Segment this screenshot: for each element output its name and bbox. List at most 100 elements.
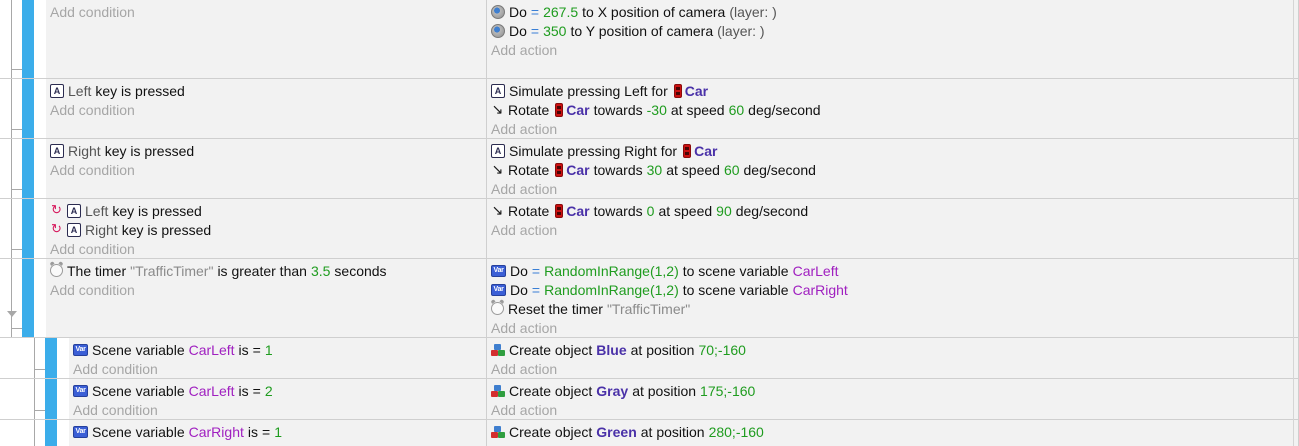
add-condition-placeholder[interactable]: Add condition <box>50 281 135 298</box>
actions-column[interactable]: Create object Gray at position 175;-160 Add … <box>487 379 1299 419</box>
conditions-column[interactable]: Var Scene variable CarLeft is = 2 Add conditio… <box>69 379 487 419</box>
add-condition-placeholder[interactable]: Add condition <box>73 360 158 377</box>
event-row[interactable]: A Left key is pressed Add condition A Simulat… <box>0 79 1299 139</box>
add-action-placeholder[interactable]: Add action <box>491 401 558 418</box>
token: at position <box>640 423 705 440</box>
event-selection-bar[interactable] <box>22 259 34 337</box>
actions-column[interactable]: ↘ Rotate Car towards 0 at speed 90 deg/second Ad… <box>487 199 1299 258</box>
condition-row[interactable]: Var Scene variable CarRight is = 1 <box>69 422 486 441</box>
add-condition-placeholder[interactable]: Add condition <box>73 401 158 418</box>
add-condition-placeholder[interactable]: Add condition <box>69 441 486 446</box>
add-action-placeholder[interactable]: Add action <box>491 120 558 137</box>
conditions-column[interactable]: ↻ A Left key is pressed ↻ A Right key is presse… <box>46 199 487 258</box>
event-selection-bar[interactable] <box>45 338 57 378</box>
action-row[interactable]: Reset the timer "TrafficTimer" <box>487 299 1298 318</box>
event-selection-bar[interactable] <box>22 79 34 138</box>
event-row[interactable]: A Right key is pressed Add condition A Simula… <box>0 139 1299 199</box>
event-selection-bar[interactable] <box>22 199 34 258</box>
action-row[interactable]: Var Do = RandomInRange(1,2) to scene variabl… <box>487 280 1298 299</box>
create-object-icon <box>491 343 505 356</box>
event-gutter <box>0 338 69 378</box>
action-row[interactable]: Create object Gray at position 175;-160 <box>487 381 1298 400</box>
token: Rotate <box>508 101 550 118</box>
action-row[interactable]: ↘ Rotate Car towards -30 at speed 60 deg/second <box>487 100 1298 119</box>
actions-column[interactable]: A Simulate pressing Left for Car ↘ Rotate Car… <box>487 79 1299 138</box>
tree-line-vertical <box>11 139 12 198</box>
action-row[interactable]: ↘ Rotate Car towards 30 at speed 60 deg/second <box>487 160 1298 179</box>
add-action-placeholder[interactable]: Add action <box>491 360 558 377</box>
event-row[interactable]: Var Scene variable CarLeft is = 1 Add conditio… <box>0 338 1299 379</box>
action-row[interactable]: Create object Blue at position 70;-160 <box>487 340 1298 359</box>
token: Scene variable <box>92 423 185 440</box>
token: 350 <box>543 22 567 39</box>
add-condition-placeholder[interactable]: Add condition <box>50 101 135 118</box>
event-selection-bar[interactable] <box>22 139 34 198</box>
scene-variable-icon: Var <box>73 425 88 438</box>
add-action-placeholder[interactable]: Add action <box>491 180 558 197</box>
token: 1 <box>264 341 273 358</box>
action-row[interactable]: A Simulate pressing Left for Car <box>487 81 1298 100</box>
add-action-placeholder[interactable]: Add action <box>491 41 558 58</box>
tree-line-horizontal <box>11 189 22 190</box>
condition-row[interactable]: Var Scene variable CarLeft is = 2 <box>69 381 486 400</box>
event-row[interactable]: ↻ A Left key is pressed ↻ A Right key is presse… <box>0 199 1299 259</box>
token: Rotate <box>508 161 550 178</box>
token: 60 <box>728 101 745 118</box>
condition-row[interactable]: A Left key is pressed <box>46 81 486 100</box>
add-action-placeholder[interactable]: Add action <box>487 441 1298 446</box>
condition-row[interactable]: ↻ A Right key is pressed <box>46 220 486 239</box>
action-row[interactable]: Do = 350 to Y position of camera (layer: ) <box>487 21 1298 40</box>
action-row[interactable]: ↘ Rotate Car towards 0 at speed 90 deg/second <box>487 201 1298 220</box>
event-selection-bar[interactable] <box>45 420 57 446</box>
add-condition-placeholder[interactable]: Add condition <box>50 240 135 257</box>
event-row[interactable]: Var Scene variable CarLeft is = 2 Add conditio… <box>0 379 1299 420</box>
tree-line-horizontal <box>34 369 45 370</box>
condition-row[interactable]: Var Scene variable CarLeft is = 1 <box>69 340 486 359</box>
condition-row[interactable]: A Right key is pressed <box>46 141 486 160</box>
token: Create object <box>509 382 593 399</box>
scene-variable-icon: Var <box>491 264 506 277</box>
tree-expand-arrow-icon[interactable] <box>7 311 17 317</box>
condition-row[interactable]: ↻ A Left key is pressed <box>46 201 486 220</box>
token: Left <box>85 202 109 219</box>
actions-column[interactable]: Do = 267.5 to X position of camera (layer: )… <box>487 0 1299 78</box>
tree-line-vertical <box>34 379 35 419</box>
add-condition-placeholder[interactable]: Add condition <box>50 3 135 20</box>
event-selection-bar[interactable] <box>22 0 34 78</box>
actions-column[interactable]: A Simulate pressing Right for Car ↘ Rotate Ca… <box>487 139 1299 198</box>
token: is <box>238 382 249 399</box>
conditions-column[interactable]: The timer "TrafficTimer" is greater than 3.… <box>46 259 487 337</box>
token: CarLeft <box>188 382 235 399</box>
action-row[interactable]: Create object Green at position 280;-160 <box>487 422 1298 441</box>
conditions-column[interactable]: Add condition <box>46 0 487 78</box>
action-row[interactable]: A Simulate pressing Right for Car <box>487 141 1298 160</box>
actions-column[interactable]: Var Do = RandomInRange(1,2) to scene variabl… <box>487 259 1299 337</box>
event-row[interactable]: The timer "TrafficTimer" is greater than 3.… <box>0 259 1299 338</box>
add-action-placeholder[interactable]: Add action <box>491 221 558 238</box>
token: Car <box>684 82 709 99</box>
spacer <box>46 21 486 40</box>
condition-row[interactable]: The timer "TrafficTimer" is greater than 3.… <box>46 261 486 280</box>
conditions-column[interactable]: Var Scene variable CarLeft is = 1 Add conditio… <box>69 338 487 378</box>
conditions-column[interactable]: A Right key is pressed Add condition <box>46 139 487 198</box>
action-row[interactable]: Do = 267.5 to X position of camera (layer: ) <box>487 2 1298 21</box>
token: Car <box>566 202 590 219</box>
conditions-column[interactable]: A Left key is pressed Add condition <box>46 79 487 138</box>
actions-column[interactable]: Create object Blue at position 70;-160 Add a… <box>487 338 1299 378</box>
token: to scene variable <box>682 262 789 279</box>
event-gutter <box>0 0 46 78</box>
token: 267.5 <box>543 3 579 20</box>
action-row[interactable]: Var Do = RandomInRange(1,2) to scene variabl… <box>487 261 1298 280</box>
event-row[interactable]: Add condition Do = 267.5 to X position of ca… <box>0 0 1299 79</box>
token: deg/second <box>748 101 821 118</box>
add-condition-placeholder[interactable]: Add condition <box>50 161 135 178</box>
token: key is pressed <box>121 221 212 238</box>
add-action-placeholder[interactable]: Add action <box>491 319 558 336</box>
event-selection-bar[interactable] <box>45 379 57 419</box>
token: is <box>247 423 258 440</box>
